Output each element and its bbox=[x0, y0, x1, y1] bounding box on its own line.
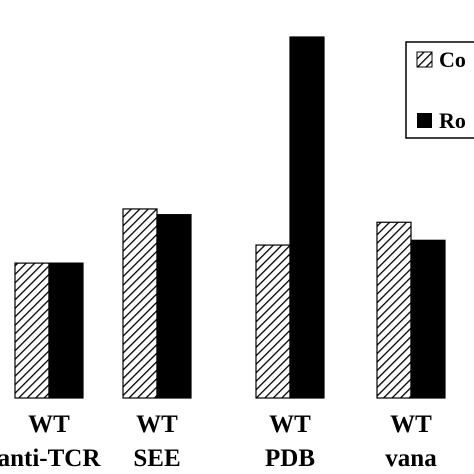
bar-ro-0 bbox=[48, 262, 84, 399]
x-tick-label-line2-2: PDB bbox=[265, 445, 315, 472]
bar-co-1 bbox=[122, 208, 158, 399]
x-tick-label-line2-0: anti-TCR bbox=[0, 445, 101, 472]
x-tick-label-line1-0: WT bbox=[28, 411, 70, 438]
bar-co-2 bbox=[255, 244, 291, 399]
x-tick-label-line1-2: WT bbox=[269, 411, 311, 438]
legend-swatch-co bbox=[416, 51, 433, 68]
legend-label-co: Co bbox=[439, 47, 466, 72]
bar-ro-2 bbox=[289, 36, 325, 399]
legend: Co Ro bbox=[405, 41, 474, 139]
bar-co-0 bbox=[14, 262, 50, 399]
x-tick-label-line2-1: SEE bbox=[133, 445, 180, 472]
x-tick-label-line2-3: vana bbox=[385, 445, 437, 472]
bar-ro-3 bbox=[410, 239, 446, 399]
x-tick-label-line1-3: WT bbox=[390, 411, 432, 438]
legend-label-ro: Ro bbox=[439, 108, 466, 133]
bar-co-3 bbox=[376, 221, 412, 399]
legend-swatch-ro bbox=[417, 113, 432, 128]
bar-ro-1 bbox=[156, 214, 192, 399]
x-axis-labels: WT anti-TCR WT SEE WT PDB WT vana bbox=[0, 411, 437, 472]
bars-layer bbox=[14, 36, 446, 399]
x-tick-label-line1-1: WT bbox=[136, 411, 178, 438]
